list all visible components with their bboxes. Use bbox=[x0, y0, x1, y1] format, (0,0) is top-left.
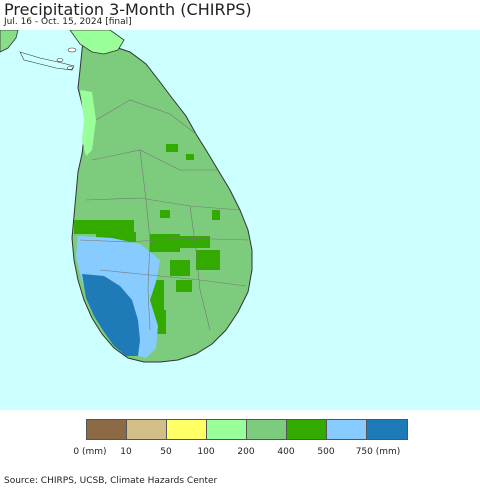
legend-label-4: 200 bbox=[237, 447, 255, 457]
map-title: Precipitation 3-Month (CHIRPS) bbox=[4, 0, 252, 19]
legend-swatch-6 bbox=[327, 420, 367, 439]
legend-label-7: 750 (mm) bbox=[355, 447, 401, 457]
legend-swatch-4 bbox=[247, 420, 287, 439]
source-credit: Source: CHIRPS, UCSB, Climate Hazards Ce… bbox=[4, 476, 218, 486]
legend-label-0: 0 (mm) bbox=[73, 447, 107, 457]
india-coast bbox=[0, 30, 19, 53]
legend-label-1: 10 bbox=[120, 447, 132, 457]
legend-color-bar bbox=[86, 419, 408, 440]
india-coast-2 bbox=[19, 51, 75, 71]
legend-label-5: 400 bbox=[277, 447, 295, 457]
legend-swatch-1 bbox=[127, 420, 167, 439]
legend-label-3: 100 bbox=[197, 447, 215, 457]
rain-750-plus bbox=[82, 274, 140, 356]
legend-swatch-0 bbox=[87, 420, 127, 439]
jaffna-peninsula bbox=[69, 30, 125, 55]
map-subtitle: Jul. 16 - Oct. 15, 2024 [final] bbox=[4, 17, 132, 27]
northwest-strip bbox=[80, 90, 96, 156]
legend-swatch-7 bbox=[367, 420, 407, 439]
legend-swatch-5 bbox=[287, 420, 327, 439]
legend-labels: 0 (mm) 10 50 100 200 400 500 750 (mm) bbox=[0, 447, 480, 461]
legend-label-6: 500 bbox=[317, 447, 335, 457]
legend-label-2: 50 bbox=[160, 447, 172, 457]
district-boundaries bbox=[79, 99, 249, 331]
precipitation-map bbox=[0, 30, 480, 410]
legend-swatch-3 bbox=[207, 420, 247, 439]
offshore-islets bbox=[56, 47, 77, 70]
legend-swatch-2 bbox=[167, 420, 207, 439]
